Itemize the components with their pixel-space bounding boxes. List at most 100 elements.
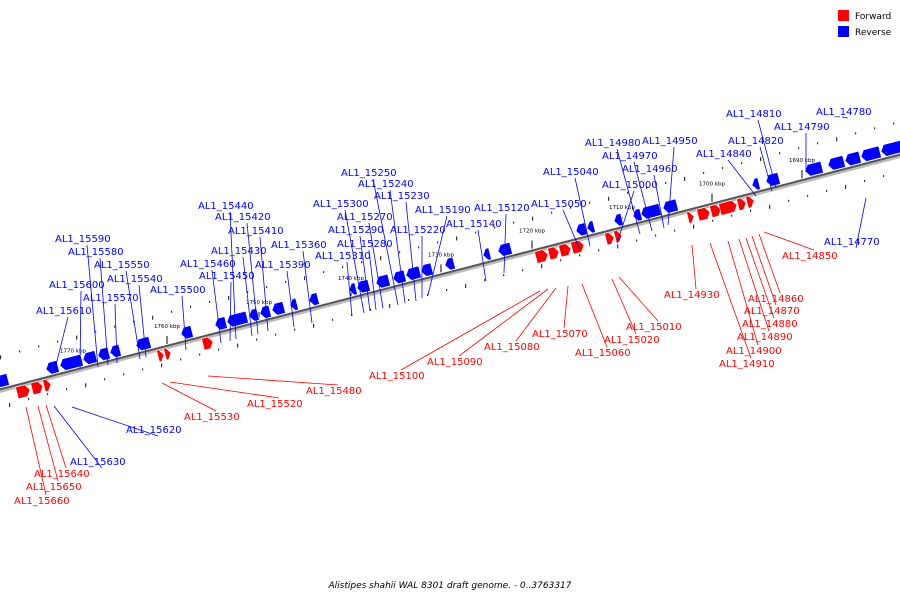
gene-label: AL1_15270 — [337, 212, 393, 223]
reverse-gene-arrow — [804, 160, 824, 177]
label-leader-line — [302, 250, 313, 324]
axis-tick-mark — [114, 325, 116, 328]
axis-tick-mark — [361, 261, 363, 264]
gene-label: AL1_15300 — [313, 199, 369, 210]
gene-features — [0, 140, 900, 400]
label-leader-line — [515, 287, 557, 342]
axis-tick-mark — [161, 363, 163, 368]
label-leader-line — [114, 303, 118, 364]
label-leader-line — [653, 174, 665, 229]
forward-gene-arrow — [736, 197, 747, 212]
axis-tick-mark — [579, 254, 581, 257]
axis-tick-mark — [323, 271, 325, 274]
axis-tick-mark — [665, 181, 667, 184]
label-leader-line — [611, 278, 637, 335]
gene-label: AL1_15000 — [602, 180, 658, 191]
axis-tick-mark — [855, 132, 857, 135]
gene-label: AL1_15570 — [83, 293, 139, 304]
axis-tick-mark — [883, 175, 885, 178]
forward-gene-arrow — [156, 349, 165, 363]
label-leader-line — [138, 284, 147, 358]
reverse-gene-arrow — [271, 301, 286, 316]
label-leader-line — [359, 235, 371, 312]
gene-label: AL1_15140 — [446, 219, 502, 230]
label-leader-line — [691, 244, 697, 290]
label-leader-line — [242, 256, 253, 337]
gene-label: AL1_15020 — [604, 335, 660, 346]
kbp-tick-label: 1770 kbp — [60, 348, 86, 354]
label-leader-line — [616, 190, 635, 244]
gene-labels: AL1_14780 AL1_14790 AL1_14810 AL1_14820 AL1_… — [14, 107, 880, 507]
gene-label: AL1_14930 — [664, 290, 720, 301]
axis-tick-mark — [494, 226, 496, 229]
label-leader-line — [344, 209, 365, 314]
gene-label: AL1_15390 — [255, 260, 311, 271]
gene-label: AL1_14880 — [742, 319, 798, 330]
axis-tick-mark — [693, 224, 695, 229]
axis-tick-mark — [209, 300, 211, 303]
axis-tick-mark — [570, 206, 572, 209]
gene-label: AL1_15410 — [228, 226, 284, 237]
gene-label: AL1_15520 — [247, 399, 303, 410]
label-leader-line — [841, 116, 849, 119]
axis-tick-mark — [66, 388, 68, 391]
reverse-gene-arrow — [45, 360, 60, 375]
reverse-gene-arrow — [880, 140, 900, 157]
label-leader-line — [855, 197, 867, 249]
gene-label: AL1_14950 — [642, 136, 698, 147]
gene-label: AL1_15640 — [34, 469, 90, 480]
axis-tick-mark — [484, 279, 486, 282]
axis-tick-mark — [541, 264, 543, 269]
reverse-gene-arrow — [0, 373, 10, 388]
label-leader-line — [368, 249, 377, 311]
gene-label: AL1_15500 — [150, 285, 206, 296]
axis-tick-mark — [408, 298, 410, 301]
reverse-gene-arrow — [482, 247, 492, 261]
gene-label: AL1_14840 — [696, 149, 752, 160]
reverse-gene-arrow — [180, 325, 194, 340]
label-leader-line — [633, 161, 653, 232]
legend-forward-swatch — [838, 10, 849, 21]
axis-tick-mark — [380, 256, 382, 261]
axis-tick-mark — [47, 393, 49, 396]
label-leader-line — [574, 177, 591, 247]
axis-tick-mark — [19, 350, 21, 353]
reverse-gene-arrow — [392, 269, 407, 285]
axis-tick-mark — [199, 353, 201, 356]
reverse-gene-arrow — [59, 353, 84, 371]
kbp-tick-label: 1750 kbp — [246, 300, 272, 306]
axis-tick-mark — [256, 338, 258, 341]
axis-tick-mark — [180, 358, 182, 361]
label-leader-line — [346, 261, 353, 317]
legend-reverse-swatch — [838, 26, 849, 37]
gene-label: AL1_14910 — [719, 359, 775, 370]
forward-gene-arrow — [558, 243, 572, 258]
gene-label: AL1_15080 — [484, 342, 540, 353]
axis-tick-mark — [304, 276, 306, 281]
reverse-gene-arrow — [613, 212, 624, 227]
axis-tick-mark — [247, 290, 249, 293]
label-leader-line — [286, 270, 295, 328]
label-leader-line — [618, 276, 659, 322]
forward-gene-arrow — [15, 384, 31, 400]
label-leader-line — [53, 316, 69, 374]
kbp-tick-label: 1710 kbp — [609, 205, 635, 211]
axis-tick-mark — [446, 289, 448, 292]
gene-label: AL1_15440 — [198, 201, 254, 212]
reverse-gene-arrow — [214, 316, 228, 331]
reverse-gene-arrow — [135, 336, 152, 352]
gene-label: AL1_15620 — [126, 425, 182, 436]
axis-tick-mark — [85, 383, 87, 388]
label-leader-line — [727, 159, 757, 197]
axis-shadow — [0, 155, 900, 393]
forward-gene-arrow — [30, 381, 44, 396]
forward-gene-arrow — [696, 207, 711, 222]
gene-label: AL1_15230 — [374, 191, 430, 202]
label-leader-line — [709, 242, 752, 359]
gene-label: AL1_15430 — [211, 246, 267, 257]
reverse-gene-arrow — [97, 346, 111, 361]
axis-tick-mark — [171, 310, 173, 313]
label-leader-line — [738, 238, 770, 332]
axis-tick-mark — [560, 259, 562, 262]
axis-tick-mark — [836, 137, 838, 142]
